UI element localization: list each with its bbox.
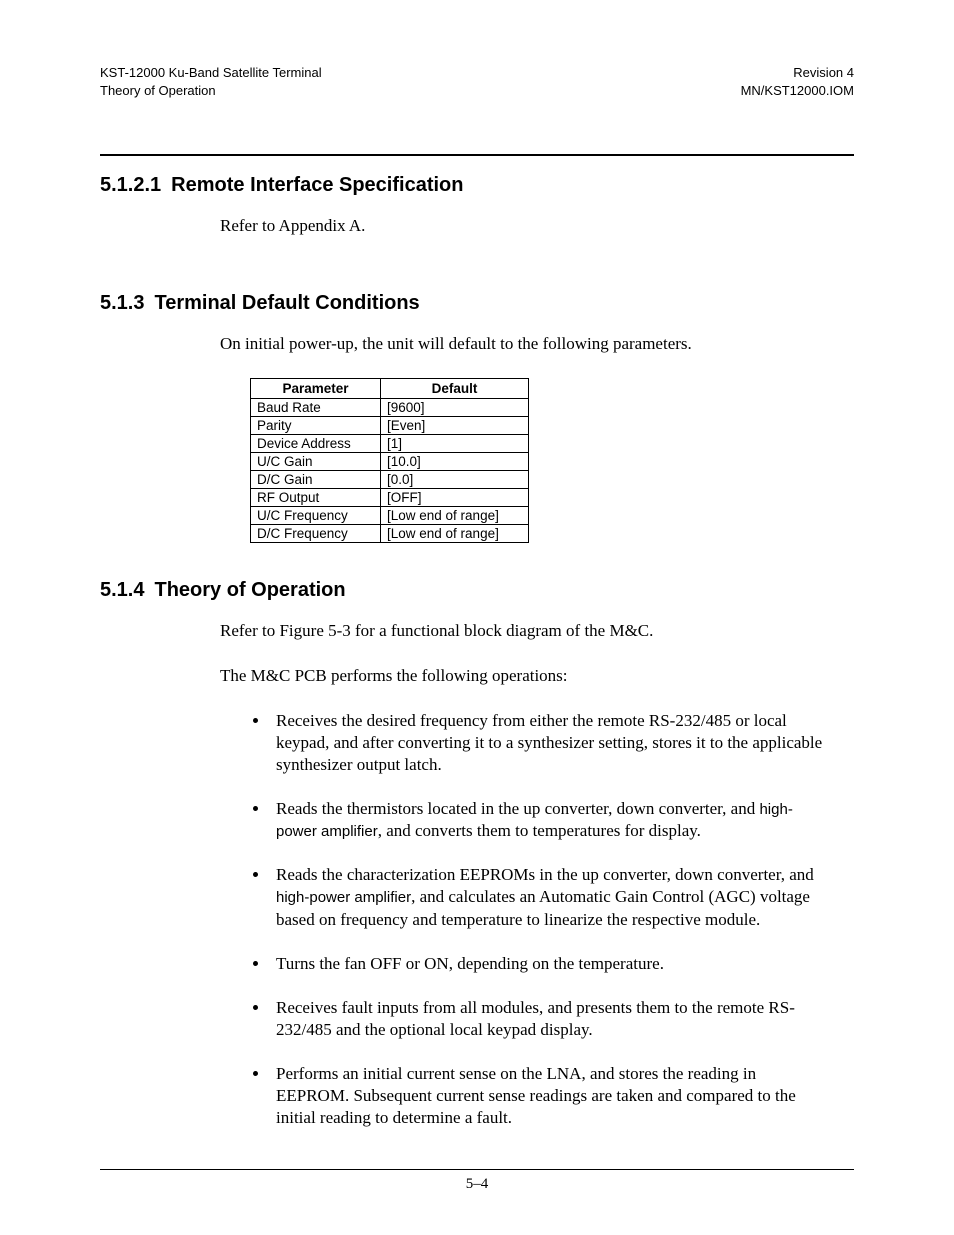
li-text: Reads the thermistors located in the up … [276,799,759,818]
list-item: Performs an initial current sense on the… [270,1063,824,1129]
header-rule [100,154,854,156]
td-default: [Low end of range] [381,524,529,542]
li-text: Reads the characterization EEPROMs in th… [276,865,814,884]
td-default: [10.0] [381,452,529,470]
page-number: 5–4 [100,1176,854,1193]
header-right-line2: MN/KST12000.IOM [741,82,854,100]
table-row: D/C Gain[0.0] [251,470,529,488]
td-default: [1] [381,434,529,452]
table-row: RF Output[OFF] [251,488,529,506]
td-default: [9600] [381,398,529,416]
body-s2: On initial power-up, the unit will defau… [220,333,824,356]
table-row: U/C Gain[10.0] [251,452,529,470]
table-row: Parity[Even] [251,416,529,434]
td-param: Baud Rate [251,398,381,416]
list-item: Receives the desired frequency from eith… [270,710,824,776]
td-default: [Low end of range] [381,506,529,524]
th-default: Default [381,378,529,398]
td-default: [OFF] [381,488,529,506]
list-item: Reads the thermistors located in the up … [270,798,824,842]
heading-number: 5.1.4 [100,579,144,601]
heading-theory-of-operation: 5.1.4 Theory of Operation [100,579,854,602]
li-text: , and converts them to temperatures for … [378,821,701,840]
table-header-row: Parameter Default [251,378,529,398]
defaults-table: Parameter Default Baud Rate[9600] Parity… [250,378,529,543]
running-header: KST-12000 Ku-Band Satellite Terminal The… [100,64,854,99]
body-s3-2: The M&C PCB performs the following opera… [220,665,824,688]
heading-number: 5.1.2.1 [100,174,161,196]
heading-default-conditions: 5.1.3 Terminal Default Conditions [100,292,854,315]
heading-title: Remote Interface Specification [171,174,463,196]
td-default: [Even] [381,416,529,434]
table-row: D/C Frequency[Low end of range] [251,524,529,542]
th-parameter: Parameter [251,378,381,398]
heading-number: 5.1.3 [100,292,144,314]
td-param: Parity [251,416,381,434]
table-row: U/C Frequency[Low end of range] [251,506,529,524]
header-right-line1: Revision 4 [741,64,854,82]
page-footer: 5–4 [100,1169,854,1193]
list-item: Reads the characterization EEPROMs in th… [270,864,824,930]
body-s3-1: Refer to Figure 5-3 for a functional blo… [220,620,824,643]
body-s1: Refer to Appendix A. [220,215,824,238]
table-row: Baud Rate[9600] [251,398,529,416]
li-text-sans: high-power amplifier [276,889,411,906]
heading-title: Theory of Operation [154,579,345,601]
td-param: U/C Frequency [251,506,381,524]
td-param: Device Address [251,434,381,452]
list-item: Turns the fan OFF or ON, depending on th… [270,953,824,975]
td-param: U/C Gain [251,452,381,470]
operations-list: Receives the desired frequency from eith… [270,710,824,1129]
td-param: RF Output [251,488,381,506]
heading-title: Terminal Default Conditions [154,292,419,314]
td-param: D/C Frequency [251,524,381,542]
heading-remote-interface: 5.1.2.1 Remote Interface Specification [100,174,854,197]
td-param: D/C Gain [251,470,381,488]
header-left-line1: KST-12000 Ku-Band Satellite Terminal [100,64,322,82]
list-item: Receives fault inputs from all modules, … [270,997,824,1041]
header-left-line2: Theory of Operation [100,82,322,100]
td-default: [0.0] [381,470,529,488]
table-row: Device Address[1] [251,434,529,452]
footer-rule [100,1169,854,1170]
